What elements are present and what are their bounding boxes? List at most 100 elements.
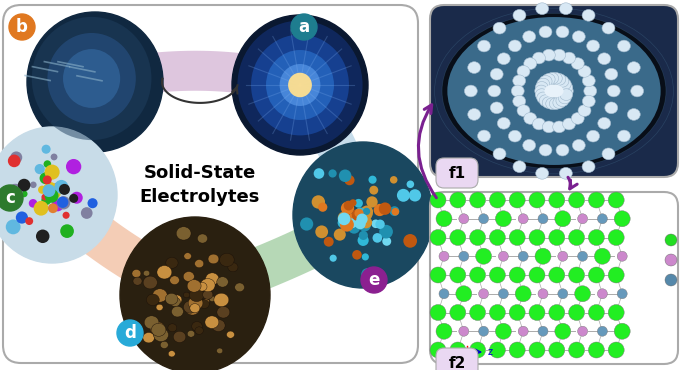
Ellipse shape bbox=[46, 184, 61, 199]
Ellipse shape bbox=[549, 73, 562, 84]
Ellipse shape bbox=[499, 251, 508, 261]
Ellipse shape bbox=[379, 202, 391, 215]
Ellipse shape bbox=[513, 161, 526, 172]
Ellipse shape bbox=[355, 218, 366, 229]
Ellipse shape bbox=[27, 12, 163, 152]
Circle shape bbox=[9, 14, 35, 40]
Ellipse shape bbox=[535, 81, 548, 93]
Ellipse shape bbox=[578, 105, 591, 117]
Ellipse shape bbox=[349, 199, 357, 206]
Ellipse shape bbox=[188, 296, 203, 310]
Ellipse shape bbox=[439, 251, 449, 261]
Ellipse shape bbox=[232, 15, 368, 155]
Ellipse shape bbox=[150, 322, 165, 335]
Ellipse shape bbox=[489, 342, 506, 358]
Ellipse shape bbox=[614, 323, 630, 339]
Ellipse shape bbox=[358, 219, 371, 232]
Ellipse shape bbox=[216, 348, 223, 354]
Ellipse shape bbox=[151, 323, 166, 336]
Ellipse shape bbox=[608, 305, 624, 320]
Ellipse shape bbox=[81, 207, 92, 219]
Ellipse shape bbox=[535, 85, 547, 97]
Ellipse shape bbox=[560, 81, 573, 93]
Ellipse shape bbox=[366, 196, 377, 208]
Ellipse shape bbox=[553, 74, 566, 85]
Ellipse shape bbox=[212, 319, 225, 332]
Ellipse shape bbox=[38, 186, 46, 194]
Ellipse shape bbox=[345, 175, 355, 185]
Ellipse shape bbox=[171, 306, 184, 317]
Ellipse shape bbox=[216, 277, 228, 287]
Ellipse shape bbox=[238, 21, 362, 149]
Ellipse shape bbox=[192, 295, 201, 303]
Ellipse shape bbox=[9, 191, 21, 203]
Ellipse shape bbox=[203, 290, 213, 299]
Text: Solid-State
Electrolytes: Solid-State Electrolytes bbox=[140, 164, 260, 206]
Ellipse shape bbox=[468, 62, 481, 73]
Ellipse shape bbox=[495, 211, 512, 227]
Ellipse shape bbox=[51, 154, 58, 160]
FancyBboxPatch shape bbox=[436, 348, 478, 370]
Ellipse shape bbox=[546, 73, 559, 84]
Ellipse shape bbox=[558, 78, 571, 90]
Ellipse shape bbox=[430, 229, 446, 246]
Polygon shape bbox=[186, 198, 376, 315]
Ellipse shape bbox=[359, 231, 368, 240]
Ellipse shape bbox=[187, 330, 195, 337]
Ellipse shape bbox=[195, 259, 203, 268]
Ellipse shape bbox=[558, 251, 568, 261]
Ellipse shape bbox=[549, 192, 565, 208]
Ellipse shape bbox=[436, 211, 452, 227]
Ellipse shape bbox=[464, 85, 477, 97]
Ellipse shape bbox=[569, 192, 584, 208]
Ellipse shape bbox=[493, 22, 506, 34]
Ellipse shape bbox=[44, 160, 51, 168]
Ellipse shape bbox=[409, 189, 421, 202]
Ellipse shape bbox=[490, 68, 503, 80]
Circle shape bbox=[361, 267, 387, 293]
Text: c: c bbox=[5, 189, 15, 207]
Ellipse shape bbox=[397, 189, 410, 202]
Text: z: z bbox=[488, 347, 493, 357]
Ellipse shape bbox=[555, 323, 571, 339]
Polygon shape bbox=[34, 75, 114, 204]
Ellipse shape bbox=[468, 108, 481, 120]
Ellipse shape bbox=[513, 75, 525, 87]
Ellipse shape bbox=[0, 197, 6, 207]
Ellipse shape bbox=[329, 255, 337, 262]
Ellipse shape bbox=[549, 98, 562, 110]
Ellipse shape bbox=[529, 192, 545, 208]
Ellipse shape bbox=[42, 184, 55, 197]
Polygon shape bbox=[91, 51, 306, 104]
Ellipse shape bbox=[47, 191, 56, 200]
Ellipse shape bbox=[631, 85, 644, 97]
Ellipse shape bbox=[251, 35, 349, 135]
Ellipse shape bbox=[560, 168, 572, 179]
Ellipse shape bbox=[157, 266, 172, 279]
Ellipse shape bbox=[524, 58, 537, 70]
Ellipse shape bbox=[545, 84, 564, 98]
Ellipse shape bbox=[0, 127, 117, 263]
Ellipse shape bbox=[147, 294, 159, 306]
Ellipse shape bbox=[143, 276, 158, 289]
Ellipse shape bbox=[513, 10, 526, 21]
Ellipse shape bbox=[549, 305, 565, 320]
Ellipse shape bbox=[518, 251, 528, 261]
Ellipse shape bbox=[497, 53, 510, 65]
Ellipse shape bbox=[549, 267, 565, 283]
Ellipse shape bbox=[577, 214, 588, 224]
Ellipse shape bbox=[160, 341, 169, 349]
Ellipse shape bbox=[199, 300, 209, 309]
Ellipse shape bbox=[195, 281, 201, 287]
Ellipse shape bbox=[588, 305, 604, 320]
Ellipse shape bbox=[361, 205, 373, 218]
Ellipse shape bbox=[59, 184, 70, 195]
Ellipse shape bbox=[120, 217, 270, 370]
Ellipse shape bbox=[266, 50, 334, 120]
Ellipse shape bbox=[532, 118, 545, 130]
Ellipse shape bbox=[665, 274, 677, 286]
Ellipse shape bbox=[524, 112, 537, 124]
Ellipse shape bbox=[340, 218, 354, 232]
Ellipse shape bbox=[535, 248, 551, 264]
Ellipse shape bbox=[614, 211, 630, 227]
